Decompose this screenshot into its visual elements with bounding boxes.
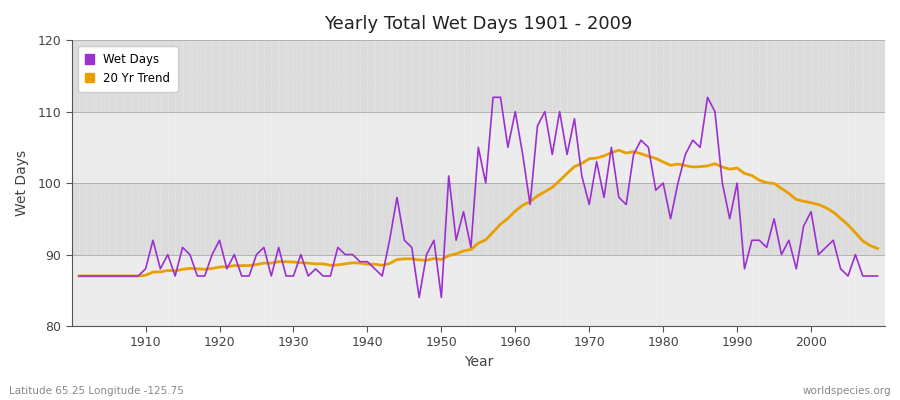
Wet Days [488, 95, 499, 100]
Bar [72, 254, 885, 326]
Y-axis label: Wet Days: Wet Days [15, 150, 29, 216]
X-axis label: Year: Year [464, 355, 493, 369]
Line: 20 Yr Trend: 20 Yr Trend [79, 150, 878, 276]
20 Yr Trend [502, 216, 513, 221]
Wet Days [295, 252, 306, 257]
20 Yr Trend [614, 148, 625, 152]
Wet Days [414, 295, 425, 300]
Bar [72, 40, 885, 112]
Wet Days [133, 274, 144, 278]
20 Yr Trend [872, 246, 883, 251]
Wet Days [340, 252, 351, 257]
Legend: Wet Days, 20 Yr Trend: Wet Days, 20 Yr Trend [77, 46, 177, 92]
20 Yr Trend [340, 262, 351, 266]
Text: worldspecies.org: worldspecies.org [803, 386, 891, 396]
Wet Days [74, 274, 85, 278]
Bar [72, 112, 885, 183]
20 Yr Trend [295, 260, 306, 265]
Wet Days [525, 202, 535, 207]
20 Yr Trend [510, 208, 521, 213]
20 Yr Trend [598, 154, 609, 158]
Bar [72, 183, 885, 254]
Wet Days [518, 152, 528, 157]
20 Yr Trend [74, 274, 85, 278]
Wet Days [872, 274, 883, 278]
20 Yr Trend [133, 274, 144, 278]
Text: Latitude 65.25 Longitude -125.75: Latitude 65.25 Longitude -125.75 [9, 386, 184, 396]
Line: Wet Days: Wet Days [79, 97, 878, 298]
Title: Yearly Total Wet Days 1901 - 2009: Yearly Total Wet Days 1901 - 2009 [324, 15, 633, 33]
Wet Days [614, 195, 625, 200]
